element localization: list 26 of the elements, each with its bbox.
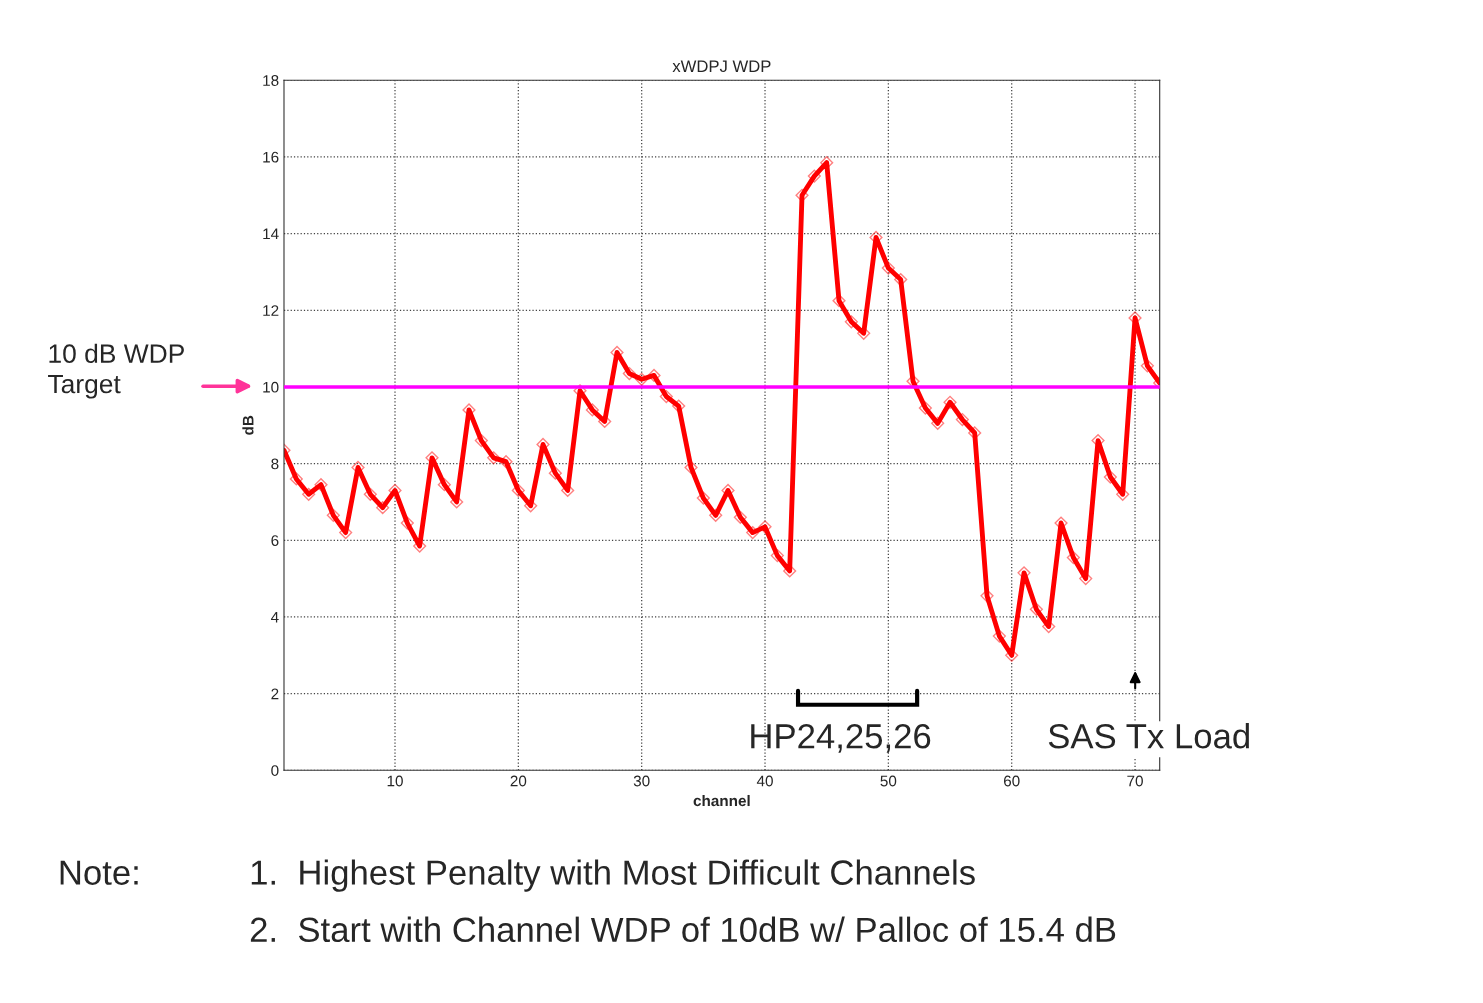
y-tick-label: 16: [263, 151, 279, 163]
x-tick-label: 20: [510, 775, 527, 787]
annotation: HP24,25,26: [751, 723, 931, 753]
text: 2. Start with Channel WDP of 10dB w/ Palloc of 15.4 dB: [250, 916, 1116, 943]
chart-title: xWDPJ WDP: [672, 60, 771, 73]
y-tick-label: 18: [263, 75, 279, 86]
y-tick-label: 4: [270, 611, 279, 623]
x-tick-label: 70: [1127, 775, 1143, 787]
x-tick-label: 40: [756, 775, 773, 787]
x-tick-label: 50: [880, 775, 897, 787]
x-tick-label: 30: [633, 775, 650, 787]
y-tick-label: 10: [263, 381, 279, 393]
text: Note:: [60, 860, 138, 885]
y-axis-title: dB: [242, 415, 254, 435]
y-tick-label: 8: [271, 458, 279, 470]
text: 1. Highest Penalty with Most Difficult Channels: [251, 859, 975, 892]
x-tick-label: 60: [1003, 775, 1020, 787]
y-tick-label: 6: [271, 535, 279, 546]
y-tick-label: 0: [271, 765, 279, 776]
y-tick-label: 14: [263, 228, 279, 240]
y-tick-label: 2: [271, 688, 279, 700]
y-tick-label: 12: [263, 305, 279, 316]
annotation: SAS Tx Load: [1048, 723, 1249, 749]
x-tick-label: 10: [387, 775, 403, 787]
x-axis-title: channel: [693, 794, 750, 807]
text: 10 dB WDP Target: [48, 343, 184, 399]
